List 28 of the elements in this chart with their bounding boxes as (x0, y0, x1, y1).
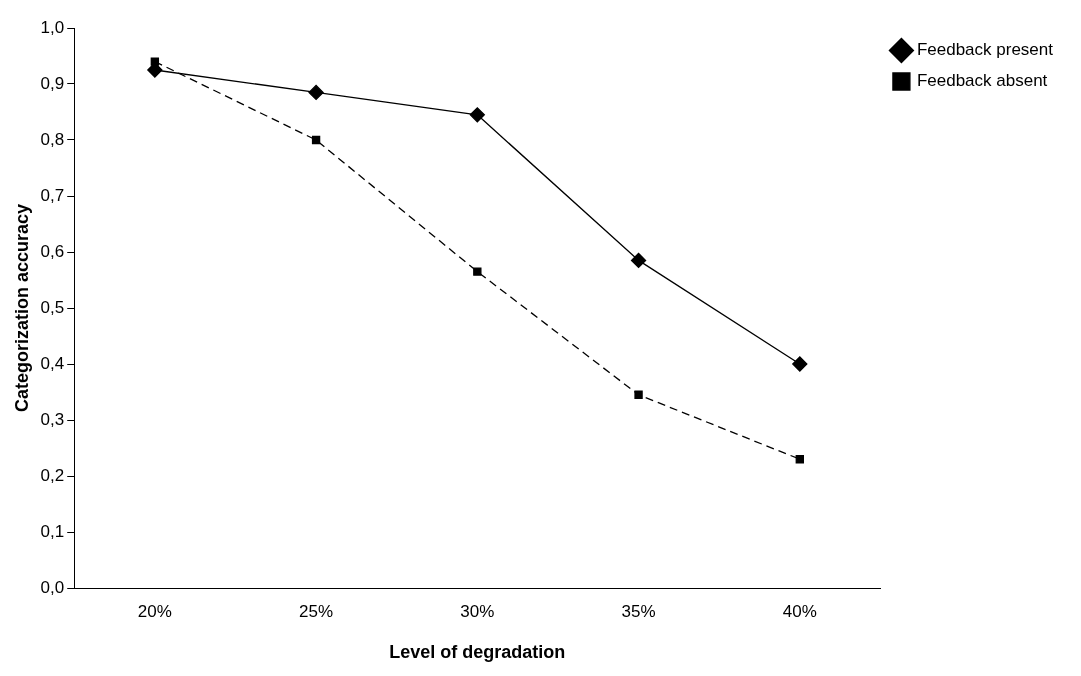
point (792, 356, 808, 372)
x-tick-label: 35% (621, 601, 656, 621)
legend-label: Feedback present (916, 40, 1054, 60)
y-tick-label: 0,1 (40, 521, 65, 541)
point (469, 107, 485, 123)
point (634, 390, 643, 399)
point (795, 455, 804, 464)
y-tick-label: 0,9 (40, 73, 65, 93)
x-tick-label: 25% (299, 601, 334, 621)
y-tick-label: 0,4 (40, 353, 65, 373)
point (473, 267, 482, 276)
y-tick-label: 0,7 (40, 185, 65, 205)
y-tick-label: 0,3 (40, 409, 65, 429)
y-tick-label: 0,8 (40, 129, 65, 149)
point (308, 84, 324, 101)
x-tick-label: 40% (782, 601, 817, 621)
y-tick-label: 0,0 (40, 577, 65, 597)
y-tick-label: 0,5 (40, 297, 65, 317)
y-tick-label: 0,6 (40, 241, 65, 261)
x-tick-label: 30% (460, 601, 495, 621)
point (630, 252, 647, 269)
y-axis-title: Categorization accuracy (11, 203, 32, 413)
y-tick-label: 0,2 (40, 465, 65, 485)
x-tick-label: 20% (137, 601, 172, 621)
legend-label: Feedback absent (916, 71, 1048, 91)
point (311, 135, 321, 145)
y-tick-label: 1,0 (40, 17, 65, 37)
x-axis-title: Level of degradation (389, 642, 566, 663)
